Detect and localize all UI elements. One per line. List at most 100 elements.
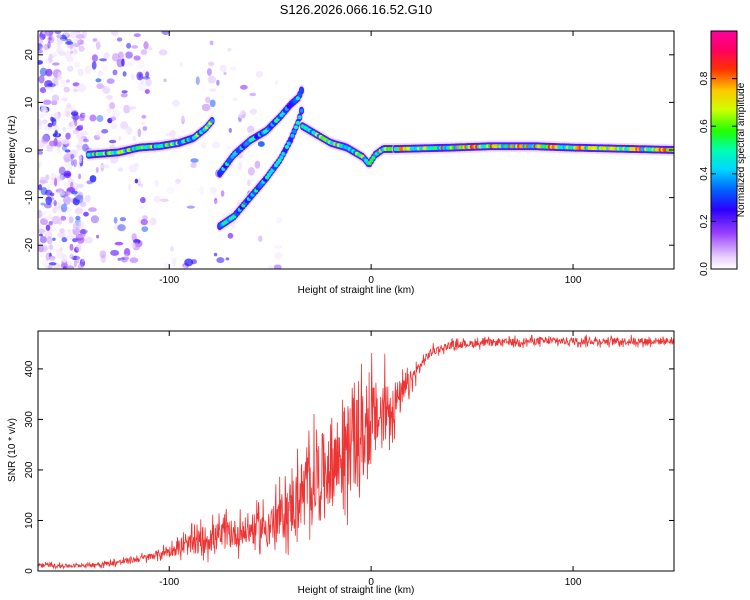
ridge-core — [294, 125, 298, 130]
noise-speckle — [107, 117, 113, 124]
noise-speckle — [137, 217, 141, 224]
noise-speckle — [79, 124, 84, 129]
noise-speckle — [122, 71, 127, 77]
noise-speckle — [101, 129, 109, 134]
noise-speckle — [84, 237, 94, 244]
top-y-tick-label: 10 — [24, 96, 35, 108]
noise-speckle — [63, 170, 72, 179]
ridge-core — [286, 141, 291, 146]
noise-speckle — [45, 31, 50, 38]
noise-speckle — [72, 116, 77, 123]
noise-speckle — [59, 228, 65, 234]
noise-speckle — [38, 184, 43, 191]
noise-speckle — [181, 115, 185, 125]
noise-speckle — [137, 82, 146, 92]
ridge-core — [299, 88, 304, 93]
noise-speckle — [56, 147, 61, 152]
bottom-y-axis-label: SNR (10 * v/v) — [7, 418, 18, 482]
noise-speckle — [57, 231, 66, 239]
noise-speckle — [64, 149, 71, 153]
colorbar-frame — [710, 30, 738, 270]
noise-speckle — [90, 215, 99, 224]
top-y-ticks: -20 -10 0 10 20 — [24, 49, 674, 252]
noise-speckle — [109, 139, 117, 144]
noise-speckle — [72, 238, 78, 243]
noise-speckle — [111, 53, 120, 62]
noise-speckle — [142, 215, 149, 220]
noise-speckle — [48, 262, 57, 266]
noise-speckle — [169, 129, 176, 138]
noise-speckle — [86, 180, 93, 185]
bottom-x-ticks: -100 0 100 — [159, 331, 582, 588]
noise-speckle — [133, 33, 141, 37]
noise-speckle — [133, 162, 140, 167]
noise-speckle — [219, 64, 227, 73]
bottom-y-tick-label: 400 — [24, 360, 35, 377]
noise-speckle — [44, 80, 53, 89]
noise-speckle — [56, 34, 62, 39]
noise-speckle — [207, 75, 216, 84]
noise-speckle — [67, 151, 72, 159]
snr-series-line — [38, 334, 674, 571]
noise-speckle — [110, 31, 119, 37]
noise-speckle — [209, 99, 216, 108]
noise-speckle — [43, 44, 50, 51]
noise-speckle — [38, 49, 43, 54]
noise-speckle — [103, 52, 110, 59]
heatmap-layer — [38, 31, 674, 269]
noise-speckle — [48, 214, 53, 220]
noise-speckle — [39, 179, 49, 184]
noise-speckle — [66, 102, 71, 109]
ridge-core — [279, 155, 284, 160]
noise-speckle — [51, 100, 58, 106]
noise-speckle — [153, 195, 161, 203]
noise-speckle — [62, 126, 66, 132]
noise-speckle — [61, 111, 70, 117]
noise-speckle — [250, 178, 254, 183]
noise-speckle — [216, 79, 220, 86]
noise-speckle — [133, 55, 141, 61]
noise-speckle — [124, 254, 129, 262]
noise-speckle — [95, 167, 99, 173]
noise-speckle — [209, 88, 217, 92]
noise-speckle — [95, 78, 102, 83]
noise-speckle — [38, 228, 46, 234]
top-x-ticks: -100 0 100 — [159, 31, 582, 286]
bottom-y-tick-label: 200 — [24, 461, 35, 478]
noise-speckle — [257, 141, 265, 147]
noise-speckle — [65, 111, 71, 118]
noise-speckle — [39, 113, 45, 118]
noise-speckle — [59, 247, 63, 251]
noise-speckle — [72, 88, 78, 93]
noise-speckle — [40, 253, 44, 258]
noise-speckle — [274, 252, 283, 260]
noise-speckle — [48, 36, 52, 41]
noise-speckle — [48, 220, 53, 226]
noise-speckle — [161, 31, 170, 35]
noise-speckle — [65, 41, 74, 45]
ridge-core — [295, 120, 300, 125]
noise-speckle — [69, 253, 74, 260]
noise-speckle — [40, 45, 47, 52]
noise-speckle — [67, 265, 75, 269]
noise-speckle — [144, 78, 152, 87]
noise-speckle — [79, 114, 85, 122]
noise-speckle — [61, 139, 70, 145]
noise-speckle — [76, 183, 84, 188]
noise-speckle — [117, 167, 124, 172]
noise-speckle — [79, 229, 88, 235]
ridge-core — [277, 158, 282, 163]
colorbar-tick-label: 0.2 — [699, 214, 710, 228]
noise-speckle — [142, 126, 148, 131]
noise-speckle — [132, 135, 137, 142]
noise-speckle — [47, 122, 53, 128]
noise-speckle — [69, 44, 73, 50]
top-x-tick-label: 0 — [368, 275, 374, 286]
noise-speckle — [144, 89, 150, 94]
noise-speckle — [99, 250, 107, 259]
noise-speckle — [95, 41, 101, 50]
colorbar-tick-label: 0.6 — [699, 119, 710, 133]
noise-speckle — [209, 186, 217, 195]
noise-speckle — [65, 132, 71, 140]
noise-speckle — [78, 137, 84, 144]
